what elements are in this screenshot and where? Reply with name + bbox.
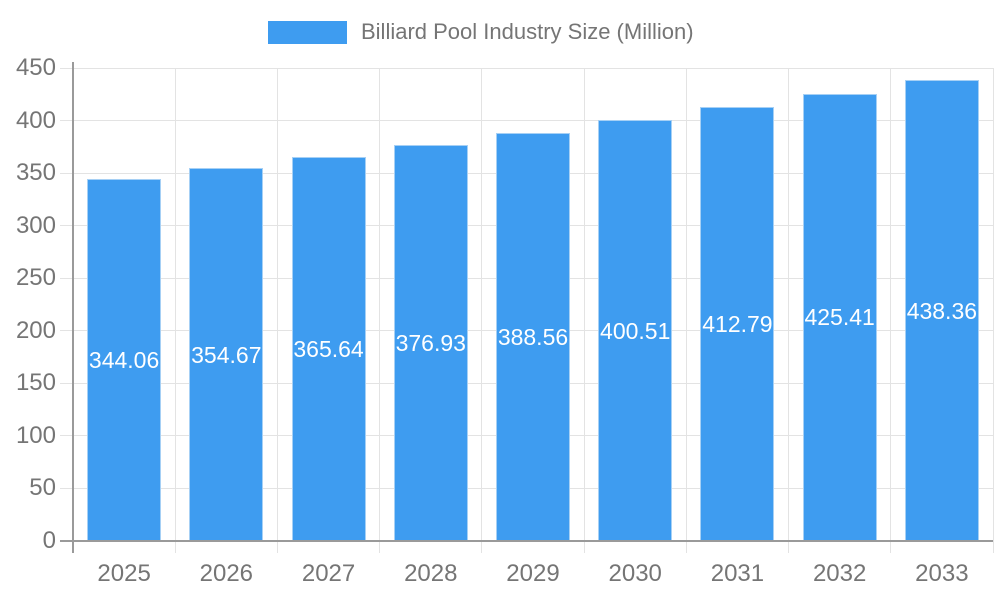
x-gridline	[992, 68, 994, 553]
bar-value-label: 400.51	[600, 317, 671, 344]
x-gridline	[685, 68, 687, 553]
y-axis-tick-label: 400	[15, 106, 56, 134]
bar-value-label: 425.41	[804, 304, 875, 331]
x-axis-tick-label: 2027	[301, 560, 356, 587]
x-axis-tick-label: 2031	[710, 560, 765, 587]
x-axis-tick-label: 2032	[812, 560, 867, 587]
y-axis-tick-label: 100	[15, 421, 56, 449]
x-axis-tick-label: 2028	[404, 560, 458, 587]
y-axis-line	[72, 62, 74, 553]
y-axis-tick-label: 0	[42, 527, 56, 554]
y-axis-tick-label: 450	[15, 54, 56, 81]
x-gridline	[379, 68, 381, 553]
bar-2029	[496, 132, 570, 541]
bar-value-label: 376.93	[395, 329, 466, 356]
y-gridline	[60, 120, 993, 122]
bar-value-label: 438.36	[906, 297, 978, 324]
y-axis-tick-label: 150	[15, 369, 56, 397]
y-axis-tick-label: 350	[15, 159, 56, 187]
bar-2032	[802, 93, 877, 541]
legend-swatch	[268, 20, 347, 44]
bar-value-label: 344.06	[88, 347, 160, 374]
x-gridline	[276, 68, 278, 553]
x-axis-line	[60, 540, 993, 542]
bar-value-label: 388.56	[497, 323, 569, 350]
bar-value-label: 365.64	[293, 335, 364, 362]
x-gridline	[174, 68, 176, 553]
bar-value-label: 354.67	[191, 341, 262, 368]
bar-value-label: 412.79	[702, 311, 773, 338]
y-gridline	[60, 67, 993, 69]
x-axis-tick-label: 2030	[608, 560, 662, 587]
legend-label: Billiard Pool Industry Size (Million)	[361, 19, 694, 44]
x-axis-tick-label: 2029	[506, 560, 560, 587]
y-axis-tick-label: 250	[15, 264, 56, 292]
chart-legend: Billiard Pool Industry Size (Million)	[268, 18, 694, 46]
bar-2033	[904, 80, 979, 541]
y-axis-tick-label: 200	[15, 316, 56, 344]
y-axis-tick-label: 300	[15, 211, 56, 239]
x-axis-tick-label: 2033	[915, 560, 969, 587]
x-gridline	[788, 68, 790, 553]
x-gridline	[583, 68, 585, 553]
y-axis-tick-label: 50	[29, 474, 56, 502]
bar-2028	[393, 144, 468, 541]
bar-2026	[189, 168, 264, 541]
x-axis-tick-label: 2026	[199, 560, 254, 587]
x-gridline	[481, 68, 483, 553]
bar-2031	[700, 107, 775, 541]
x-axis-tick-label: 2025	[97, 560, 151, 587]
bar-2030	[598, 120, 673, 541]
bar-2027	[291, 156, 366, 541]
x-gridline	[890, 68, 892, 553]
